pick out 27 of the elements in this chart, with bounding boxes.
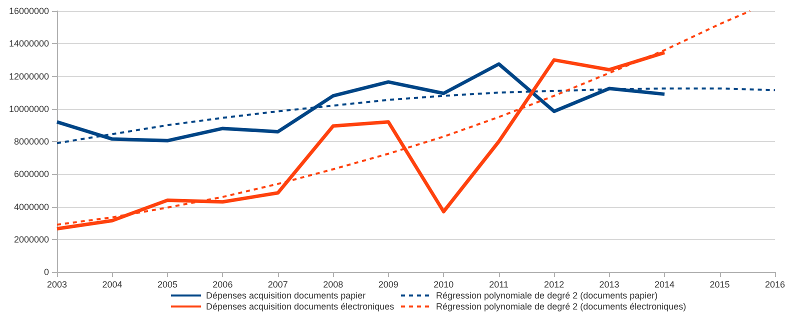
y-tick-label: 10000000 <box>8 104 49 114</box>
x-tick-label: 2004 <box>102 280 122 290</box>
x-tick-label: 2005 <box>157 280 178 290</box>
y-tick-label: 8000000 <box>14 136 49 146</box>
x-tick-label: 2009 <box>378 280 398 290</box>
x-tick-label: 2013 <box>599 280 620 290</box>
y-tick-label: 14000000 <box>8 38 49 49</box>
x-tick-label: 2008 <box>323 280 344 290</box>
legend-label: Dépenses acquisition documents papier <box>206 290 366 300</box>
x-tick-label: 2010 <box>434 280 454 290</box>
y-tick-label: 12000000 <box>8 71 49 82</box>
y-tick-label: 4000000 <box>14 202 49 212</box>
y-tick-label: 0 <box>44 267 49 277</box>
x-tick-label: 2003 <box>46 280 68 290</box>
x-tick-label: 2016 <box>764 280 786 290</box>
y-tick-label: 6000000 <box>14 169 49 180</box>
x-tick-label: 2011 <box>489 280 509 290</box>
x-tick-label: 2012 <box>544 280 564 290</box>
legend-label: Régression polynomiale de degré 2 (documents papier) <box>436 290 658 300</box>
x-tick-label: 2015 <box>710 280 730 290</box>
x-tick-label: 2007 <box>268 280 288 290</box>
x-tick-label: 2014 <box>654 280 675 290</box>
y-tick-label: 16000000 <box>8 6 49 16</box>
y-tick-label: 2000000 <box>14 234 49 244</box>
legend-label: Régression polynomiale de degré 2 (documents électroniques) <box>436 302 686 312</box>
x-tick-label: 2006 <box>212 280 233 290</box>
legend-label: Dépenses acquisition documents électroniques <box>206 302 395 312</box>
